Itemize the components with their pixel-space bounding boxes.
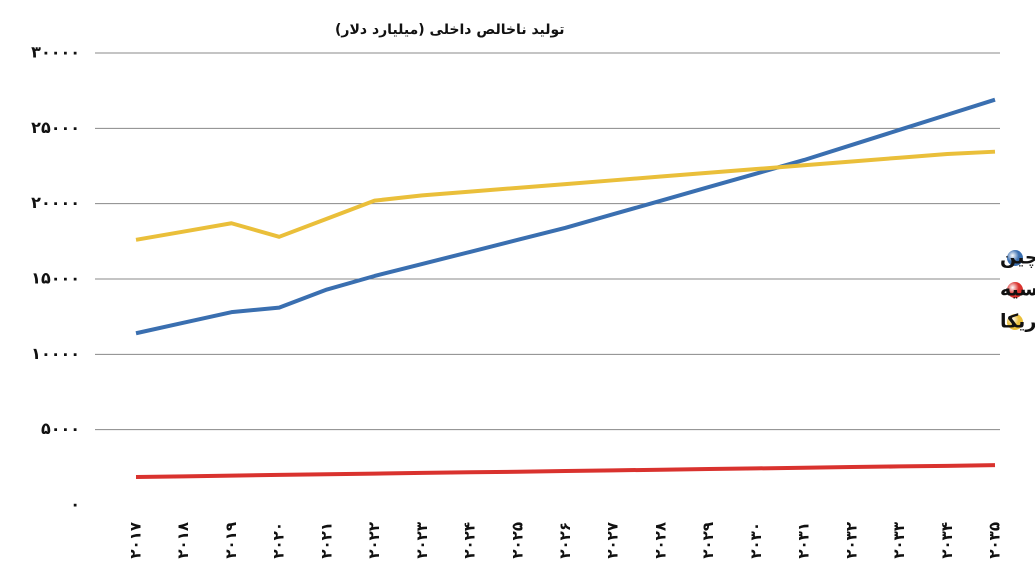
- x-tick-label: ۲۰۱۹: [222, 522, 240, 559]
- y-tick-label: ۲۰۰۰۰: [31, 193, 80, 212]
- x-tick-label: ۲۰۳۲: [842, 522, 860, 559]
- legend-label: آمریکا: [1000, 309, 1035, 333]
- y-tick-label: ۱۵۰۰۰: [31, 269, 80, 288]
- series-line: [135, 463, 996, 479]
- x-tick-label: ۲۰۲۰: [270, 522, 288, 559]
- y-tick-label: ۳۰۰۰۰: [31, 43, 80, 62]
- x-tick-label: ۲۰۳۰: [747, 522, 765, 559]
- y-tick-label: ۰: [70, 495, 80, 514]
- x-tick-label: ۲۰۲۴: [461, 522, 479, 559]
- x-tick-label: ۲۰۲۷: [604, 522, 622, 559]
- legend-label: چین: [1000, 247, 1035, 269]
- legend-swatch: [1007, 314, 1023, 330]
- x-tick-label: ۲۰۱۷: [127, 522, 145, 559]
- x-tick-label: ۲۰۲۹: [699, 522, 717, 559]
- x-tick-label: ۲۰۳۴: [938, 522, 956, 559]
- x-tick-label: ۲۰۳۵: [986, 522, 1004, 559]
- legend-label: روسیه: [1000, 279, 1035, 301]
- x-tick-label: ۲۰۲۲: [365, 522, 383, 559]
- y-tick-label: ۵۰۰۰: [41, 419, 80, 438]
- x-tick-label: ۲۰۲۳: [413, 522, 431, 559]
- legend-swatch: [1007, 282, 1023, 298]
- series-line: [135, 97, 996, 336]
- legend-swatch: [1007, 250, 1023, 266]
- x-tick-label: ۲۰۱۸: [174, 522, 192, 559]
- y-axis-label: تولید ناخالص داخلی (میلیارد دلار): [335, 22, 565, 38]
- x-tick-label: ۲۰۳۳: [890, 522, 908, 559]
- y-tick-label: ۲۵۰۰۰: [31, 118, 80, 137]
- series-line: [135, 149, 996, 242]
- x-tick-label: ۲۰۲۸: [651, 522, 669, 559]
- x-tick-label: ۲۰۲۱: [317, 522, 335, 559]
- x-tick-label: ۲۰۳۱: [795, 522, 813, 559]
- x-tick-label: ۲۰۲۵: [508, 522, 526, 559]
- y-tick-label: ۱۰۰۰۰: [31, 344, 80, 363]
- x-tick-label: ۲۰۲۶: [556, 522, 574, 559]
